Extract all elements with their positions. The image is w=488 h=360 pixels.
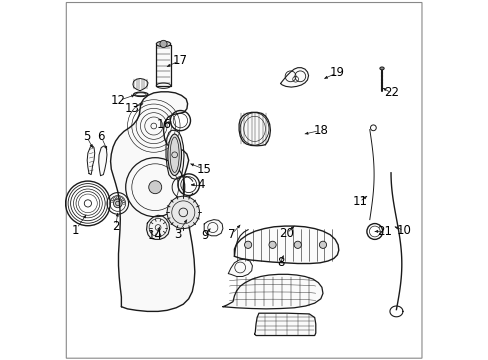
Polygon shape — [146, 215, 169, 239]
Circle shape — [167, 196, 199, 229]
Polygon shape — [99, 146, 107, 176]
Polygon shape — [133, 78, 148, 91]
Polygon shape — [204, 220, 223, 236]
Text: 20: 20 — [279, 227, 294, 240]
Text: 7: 7 — [228, 228, 235, 240]
Text: 14: 14 — [148, 229, 163, 242]
Ellipse shape — [156, 41, 170, 47]
Circle shape — [294, 241, 301, 248]
Text: 17: 17 — [172, 54, 187, 67]
Polygon shape — [254, 313, 315, 336]
Text: 19: 19 — [329, 66, 344, 79]
Text: 4: 4 — [197, 178, 204, 191]
Polygon shape — [156, 45, 170, 86]
Text: 9: 9 — [201, 229, 208, 242]
Circle shape — [113, 199, 122, 208]
Polygon shape — [223, 274, 322, 309]
Text: 13: 13 — [124, 102, 140, 114]
Text: 6: 6 — [97, 130, 105, 143]
Circle shape — [268, 241, 276, 248]
Polygon shape — [166, 130, 183, 179]
Text: 3: 3 — [174, 228, 181, 240]
Text: 5: 5 — [83, 130, 90, 143]
Text: 11: 11 — [351, 195, 366, 208]
Polygon shape — [87, 146, 95, 175]
Polygon shape — [228, 259, 252, 276]
Text: 8: 8 — [276, 256, 284, 269]
Text: 22: 22 — [383, 86, 398, 99]
Ellipse shape — [379, 67, 384, 70]
Circle shape — [319, 241, 326, 248]
Ellipse shape — [167, 134, 181, 176]
Circle shape — [160, 40, 167, 48]
Circle shape — [148, 181, 162, 194]
Text: 21: 21 — [376, 225, 391, 238]
Polygon shape — [239, 112, 270, 146]
Polygon shape — [234, 226, 338, 264]
Text: 2: 2 — [112, 220, 119, 233]
Text: 18: 18 — [313, 124, 327, 137]
Text: 16: 16 — [157, 118, 172, 131]
Text: 10: 10 — [395, 224, 410, 237]
Text: 1: 1 — [71, 224, 79, 237]
Circle shape — [244, 241, 251, 248]
Polygon shape — [110, 92, 194, 311]
Text: 12: 12 — [110, 94, 125, 107]
Polygon shape — [280, 68, 308, 87]
Text: 15: 15 — [196, 163, 211, 176]
